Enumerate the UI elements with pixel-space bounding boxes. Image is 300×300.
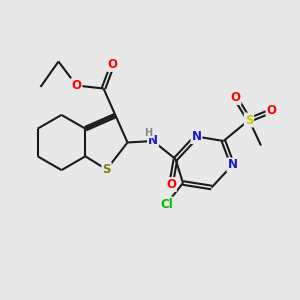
Text: O: O bbox=[230, 91, 241, 104]
Text: O: O bbox=[166, 178, 176, 191]
Text: N: N bbox=[148, 134, 158, 148]
Text: Cl: Cl bbox=[160, 197, 173, 211]
Text: O: O bbox=[266, 104, 277, 118]
Text: O: O bbox=[107, 58, 118, 71]
Text: N: N bbox=[227, 158, 238, 172]
Text: O: O bbox=[71, 79, 82, 92]
Text: H: H bbox=[144, 128, 153, 138]
Text: N: N bbox=[191, 130, 202, 143]
Text: S: S bbox=[102, 163, 111, 176]
Text: S: S bbox=[245, 113, 253, 127]
